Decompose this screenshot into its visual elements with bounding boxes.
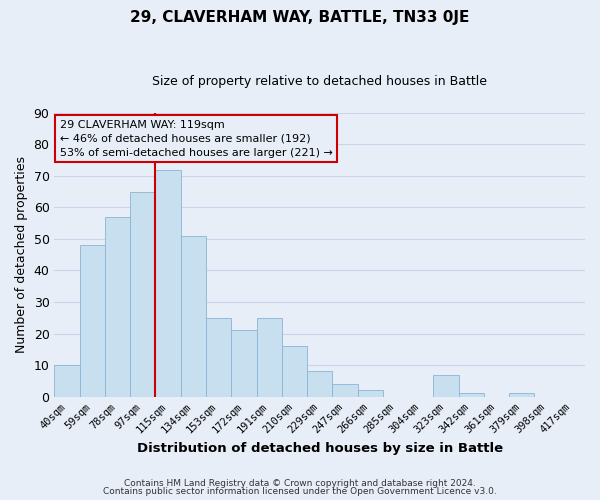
Bar [282,346,307,397]
Bar [458,394,484,396]
X-axis label: Distribution of detached houses by size in Battle: Distribution of detached houses by size … [137,442,503,455]
Bar [55,365,80,396]
Title: Size of property relative to detached houses in Battle: Size of property relative to detached ho… [152,75,487,88]
Bar [433,374,458,396]
Bar [307,372,332,396]
Bar [181,236,206,396]
Text: Contains public sector information licensed under the Open Government Licence v3: Contains public sector information licen… [103,487,497,496]
Bar [155,170,181,396]
Text: Contains HM Land Registry data © Crown copyright and database right 2024.: Contains HM Land Registry data © Crown c… [124,478,476,488]
Bar [358,390,383,396]
Text: 29, CLAVERHAM WAY, BATTLE, TN33 0JE: 29, CLAVERHAM WAY, BATTLE, TN33 0JE [130,10,470,25]
Y-axis label: Number of detached properties: Number of detached properties [15,156,28,353]
Bar [332,384,358,396]
Bar [105,217,130,396]
Bar [231,330,257,396]
Text: 29 CLAVERHAM WAY: 119sqm
← 46% of detached houses are smaller (192)
53% of semi-: 29 CLAVERHAM WAY: 119sqm ← 46% of detach… [60,120,332,158]
Bar [206,318,231,396]
Bar [130,192,155,396]
Bar [80,245,105,396]
Bar [257,318,282,396]
Bar [509,394,535,396]
